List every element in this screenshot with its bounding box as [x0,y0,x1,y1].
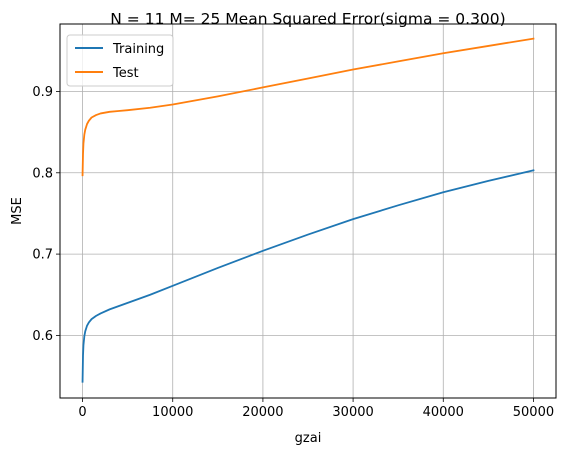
x-tick-label: 10000 [152,405,193,420]
x-tick-label: 50000 [513,405,554,420]
y-tick-label: 0.6 [32,329,53,344]
y-tick-label: 0.8 [32,166,53,181]
x-tick-label: 20000 [242,405,283,420]
x-axis-label: gzai [295,431,322,446]
series-lines [81,37,535,383]
y-tick-label: 0.9 [32,85,53,100]
y-tick-label: 0.7 [32,248,53,263]
legend-label-training: Training [112,42,164,57]
series-line-training [81,169,535,383]
axis-ticks: 0 10000 20000 30000 40000 50000 0.6 0.7 0.8 0.9 [32,85,554,420]
x-tick-label: 0 [78,405,86,420]
x-tick-label: 40000 [423,405,464,420]
x-tick-label: 30000 [332,405,373,420]
legend-label-test: Test [112,66,139,81]
y-axis-label: MSE [10,197,25,225]
series-line-test [81,37,535,177]
legend: Training Test [66,34,174,87]
plot-frame [59,23,557,399]
chart-title: N = 11 M= 25 Mean Squared Error(sigma = … [110,10,505,28]
grid [60,24,556,398]
